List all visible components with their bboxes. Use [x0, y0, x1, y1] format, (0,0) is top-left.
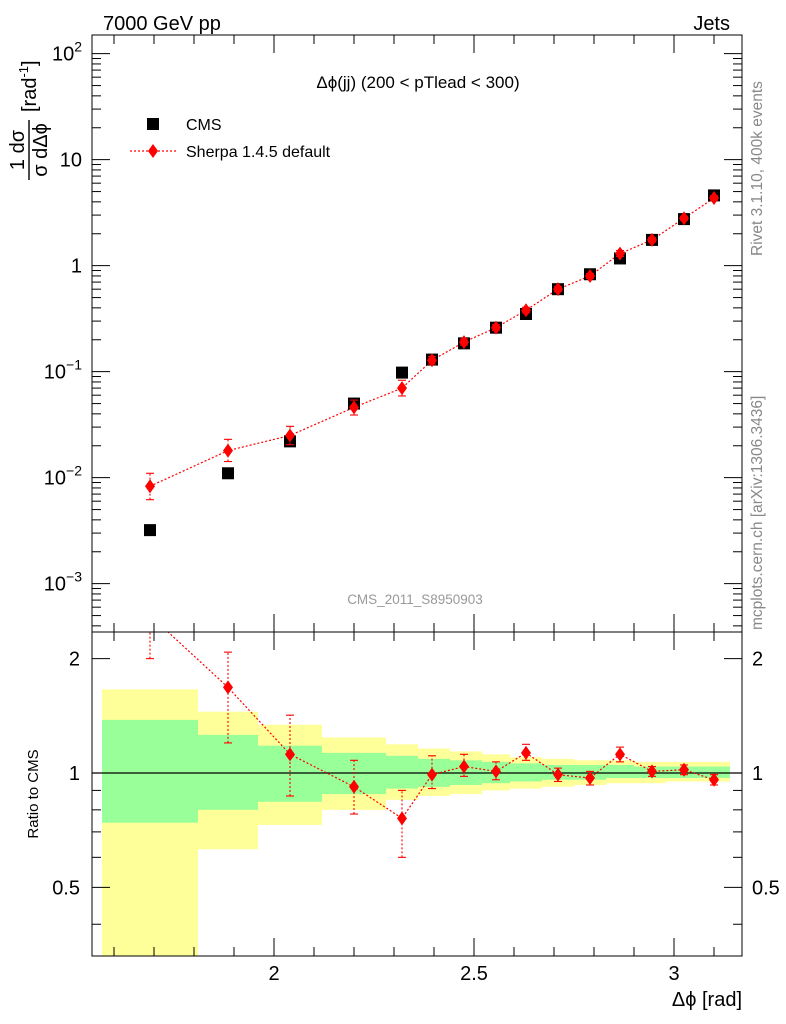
cms-point: [222, 467, 234, 480]
cms-point: [144, 524, 156, 537]
sherpa-connecting-line: [149, 197, 715, 487]
ratio-y-tick-label-right: 2: [752, 649, 763, 671]
ratio-sherpa-point: [223, 680, 233, 695]
tick-label-exponent: −3: [66, 569, 82, 585]
main-y-tick-label: 10−1: [44, 357, 82, 384]
sherpa-point: [553, 282, 563, 297]
sherpa-point: [223, 443, 233, 458]
y-label-unit-open: [rad: [19, 78, 41, 112]
ratio-sherpa-point: [679, 762, 689, 777]
x-tick-label: 2.5: [460, 963, 488, 985]
y-label-denominator: σ dΔϕ: [30, 123, 52, 177]
sherpa-point: [427, 353, 437, 368]
ratio-sherpa-point: [397, 811, 407, 826]
header-process-label: Jets: [693, 13, 730, 35]
ratio-inner-band: [198, 734, 258, 810]
ratio-uncertainty-bands: [102, 689, 730, 956]
ratio-sherpa-point: [647, 764, 657, 779]
header-energy-label: 7000 GeV pp: [103, 13, 221, 35]
sherpa-point: [145, 479, 155, 494]
main-y-tick-label: 10: [60, 150, 82, 172]
legend-sherpa-label: Sherpa 1.4.5 default: [186, 144, 331, 161]
sherpa-point: [459, 335, 469, 350]
rivet-version-label: Rivet 3.1.10, 400k events: [749, 81, 766, 256]
ratio-plot-frame: [91, 631, 743, 957]
ratio-y-tick-label: 2: [69, 649, 80, 671]
y-label-numerator: 1 dσ: [7, 129, 29, 170]
sherpa-point: [679, 211, 689, 226]
legend-cms-label: CMS: [186, 117, 222, 134]
sherpa-point: [349, 400, 359, 415]
sherpa-points: [145, 190, 719, 501]
ratio-y-tick-label: 0.5: [52, 877, 80, 899]
ratio-plot-panel: 0.5 0.51 12 2 2 2.5 3 Ratio to CMS Δϕ [rad]: [25, 608, 780, 1011]
ratio-y-tick-label: 1: [69, 763, 80, 785]
ratio-y-axis: 0.5 0.5 1 1 2 2: [52, 649, 780, 925]
legend-sherpa-marker: [148, 144, 158, 158]
ratio-sherpa-point: [615, 747, 625, 762]
plot-title: Δϕ(jj) (200 < pTlead < 300): [316, 73, 519, 92]
main-x-axis-ticks: [113, 35, 715, 632]
ratio-inner-band: [606, 764, 634, 779]
y-label-unit-sup: -1: [16, 66, 31, 78]
sherpa-point: [585, 268, 595, 283]
sherpa-point: [285, 428, 295, 443]
ratio-sherpa-point: [521, 745, 531, 760]
ratio-sherpa-points: [145, 608, 719, 858]
ratio-inner-band: [386, 755, 418, 789]
ratio-sherpa-point: [585, 771, 595, 786]
ratio-y-axis-label: Ratio to CMS: [25, 749, 42, 838]
ratio-y-tick-label-right: 1: [752, 763, 763, 785]
ratio-sherpa-point: [491, 764, 501, 779]
sherpa-point: [521, 303, 531, 318]
sherpa-point: [397, 381, 407, 396]
main-y-tick-label: 102: [52, 39, 82, 66]
tick-label-base: 10: [44, 574, 66, 596]
y-label-unit-close: ]: [19, 60, 41, 66]
main-y-tick-label: 10−3: [44, 569, 82, 596]
tick-label-base: 10: [44, 362, 66, 384]
ratio-inner-band: [698, 766, 730, 779]
main-y-tick-label: 1: [71, 256, 82, 278]
tick-label-base: 10: [44, 468, 66, 490]
ratio-sherpa-point: [145, 608, 155, 622]
legend-cms-marker: [147, 118, 159, 130]
cms-point: [396, 366, 408, 379]
main-y-axis-label: 1 dσ σ dΔϕ [rad-1]: [7, 60, 52, 180]
tick-label-exponent: 2: [74, 39, 82, 55]
ratio-sherpa-point: [459, 759, 469, 774]
x-tick-label: 3: [668, 963, 679, 985]
analysis-watermark: CMS_2011_S8950903: [347, 592, 483, 607]
sherpa-point: [709, 190, 719, 205]
ratio-y-tick-label-right: 0.5: [752, 877, 780, 899]
ratio-inner-band: [102, 719, 198, 823]
ratio-sherpa-point: [349, 779, 359, 794]
ratio-x-axis: 2 2.5 3: [113, 632, 715, 985]
sherpa-point: [647, 232, 657, 247]
x-tick-label: 2: [268, 963, 279, 985]
mcplots-label: mcplots.cern.ch [arXiv:1306.3436]: [749, 396, 766, 630]
x-axis-label: Δϕ [rad]: [672, 989, 742, 1011]
main-y-tick-label: 10−2: [44, 463, 82, 490]
tick-label-exponent: −1: [66, 357, 82, 373]
ratio-sherpa-point: [285, 747, 295, 762]
sherpa-point: [491, 320, 501, 335]
ratio-sherpa-point: [427, 767, 437, 782]
legend: CMS Sherpa 1.4.5 default: [130, 117, 331, 161]
ratio-sherpa-point: [553, 767, 563, 782]
sherpa-point: [615, 246, 625, 261]
ratio-sherpa-point: [709, 772, 719, 787]
y-label-unit: [rad-1]: [16, 60, 41, 112]
tick-label-base: 10: [52, 44, 74, 66]
sherpa-line: [149, 197, 715, 487]
tick-label-exponent: −2: [66, 463, 82, 479]
